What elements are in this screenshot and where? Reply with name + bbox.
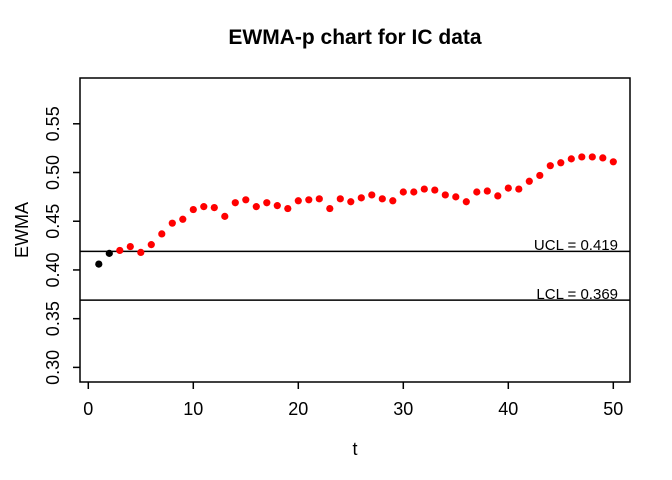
data-point	[431, 186, 439, 194]
data-point	[210, 203, 218, 212]
data-point	[242, 196, 250, 204]
x-tick-label: 40	[498, 399, 518, 419]
y-tick-label: 0.55	[43, 106, 63, 141]
data-point	[462, 198, 470, 206]
data-point	[515, 185, 523, 193]
data-point	[420, 185, 428, 193]
data-point	[389, 197, 397, 205]
data-point	[599, 154, 607, 162]
data-point	[168, 219, 176, 227]
data-point	[399, 188, 407, 196]
data-point	[546, 162, 554, 170]
data-point	[315, 195, 323, 203]
x-tick-label: 10	[183, 399, 203, 419]
data-point	[357, 194, 365, 202]
x-axis-title: t	[352, 439, 358, 459]
data-point	[263, 199, 271, 207]
y-tick-label: 0.30	[43, 350, 63, 385]
data-point	[368, 191, 376, 199]
data-point	[137, 248, 145, 257]
data-point	[504, 184, 512, 192]
data-point	[273, 202, 281, 210]
y-tick-label: 0.40	[43, 252, 63, 287]
data-point	[494, 192, 502, 200]
data-point	[347, 198, 355, 206]
data-point	[126, 242, 134, 251]
data-point	[336, 195, 344, 203]
data-point	[179, 215, 187, 223]
data-point	[284, 204, 292, 213]
data-point	[294, 197, 302, 205]
data-point	[231, 199, 239, 207]
ucl-annotation-label: UCL = 0.419	[533, 237, 618, 254]
data-point	[567, 155, 575, 163]
data-point	[609, 158, 617, 166]
data-point	[200, 203, 208, 211]
data-point	[410, 188, 418, 196]
data-point	[536, 171, 544, 180]
chart-title: EWMA-p chart for IC data	[228, 26, 482, 49]
data-point	[441, 191, 449, 199]
data-point	[189, 205, 197, 214]
data-point	[378, 195, 386, 203]
data-point	[525, 177, 533, 185]
data-point	[95, 260, 103, 268]
data-point	[305, 196, 313, 204]
data-point	[116, 246, 124, 255]
y-tick-label: 0.50	[43, 155, 63, 190]
data-point	[158, 230, 166, 238]
x-tick-label: 50	[603, 399, 623, 419]
x-tick-label: 30	[393, 399, 413, 419]
x-tick-label: 0	[83, 399, 93, 419]
data-point	[147, 241, 155, 249]
x-tick-label: 20	[288, 399, 308, 419]
y-axis-title: EWMA	[12, 202, 32, 258]
plot-box	[79, 77, 631, 383]
data-point	[105, 249, 113, 257]
lcl-annotation-label: LCL = 0.369	[536, 286, 618, 303]
data-point	[452, 193, 460, 201]
y-tick-label: 0.35	[43, 301, 63, 336]
data-point	[578, 153, 586, 161]
data-point	[221, 212, 229, 220]
data-point	[557, 159, 565, 167]
data-point	[588, 153, 596, 161]
data-point	[473, 188, 481, 196]
y-tick-label: 0.45	[43, 204, 63, 239]
data-point	[483, 187, 491, 195]
data-point	[326, 204, 334, 213]
data-point	[252, 203, 260, 211]
